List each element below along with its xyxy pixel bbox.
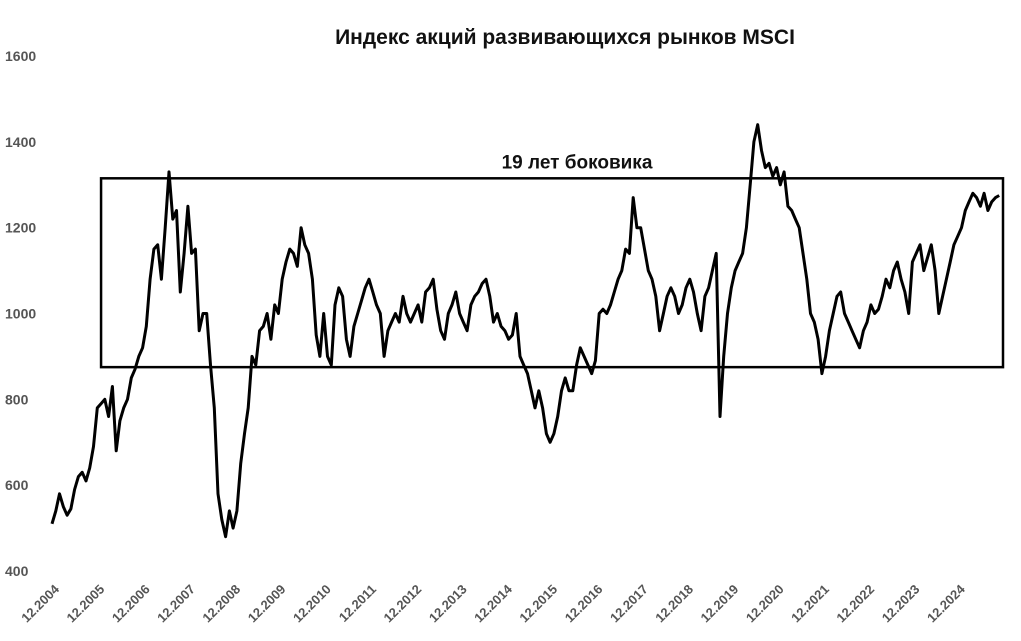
x-tick-label: 12.2021 [788,582,832,626]
x-tick-label: 12.2005 [64,582,108,626]
y-tick-label: 1200 [5,220,36,236]
x-tick-label: 12.2017 [607,582,651,626]
chart-title: Индекс акций развивающихся рынков MSCI [335,26,795,49]
x-tick-label: 12.2020 [743,582,787,626]
y-tick-label: 1000 [5,306,36,322]
x-tick-label: 12.2004 [18,581,62,625]
x-tick-label: 12.2014 [471,581,515,625]
y-tick-label: 1600 [5,48,36,64]
x-tick-label: 12.2008 [199,582,243,626]
x-tick-label: 12.2010 [290,582,334,626]
x-tick-label: 12.2023 [879,582,923,626]
x-tick-label: 12.2015 [516,582,560,626]
x-tick-label: 12.2024 [924,581,968,625]
y-tick-label: 400 [5,563,29,579]
annotation-label: 19 лет боковика [502,152,653,173]
x-tick-label: 12.2019 [698,582,742,626]
y-tick-label: 800 [5,391,29,407]
x-tick-label: 12.2012 [381,582,425,626]
y-tick-label: 1400 [5,134,36,150]
x-tick-label: 12.2013 [426,582,470,626]
x-tick-label: 12.2022 [833,582,877,626]
y-tick-label: 600 [5,477,29,493]
x-tick-label: 12.2018 [652,582,696,626]
x-tick-label: 12.2009 [245,582,289,626]
series-line [50,123,1000,539]
x-tick-label: 12.2006 [109,582,153,626]
x-tick-label: 12.2007 [154,582,198,626]
x-tick-label: 12.2016 [562,582,606,626]
x-tick-label: 12.2011 [336,582,379,625]
sideways-range-box [99,177,1005,369]
